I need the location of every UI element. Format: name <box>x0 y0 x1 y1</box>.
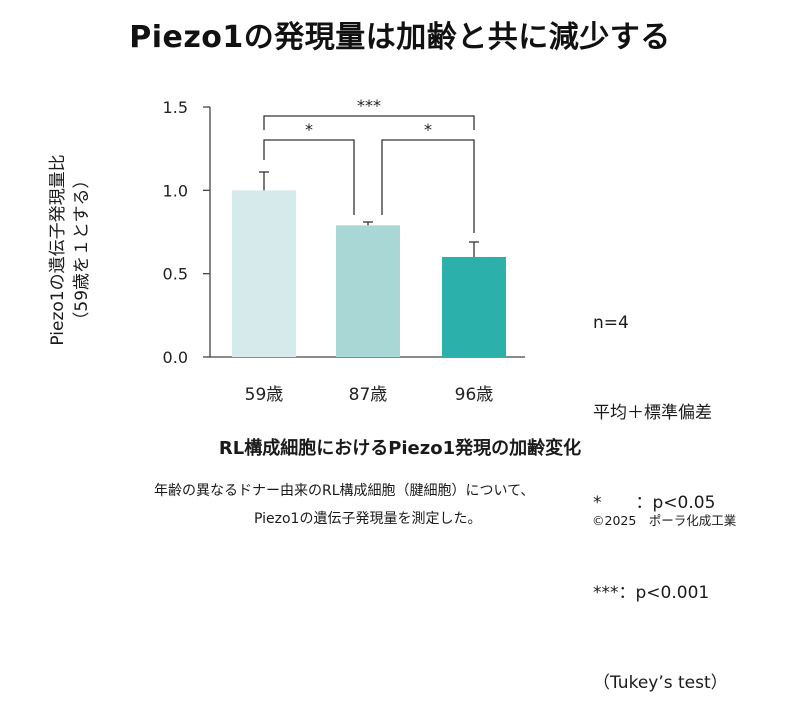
legend-test: （Tukey’s test） <box>593 673 728 693</box>
significance-label: *** <box>357 96 381 115</box>
significance-bracket <box>381 139 475 233</box>
x-category-label: 87歳 <box>349 385 388 405</box>
significance-bracket <box>263 115 475 130</box>
description-line1: 年齢の異なるドナー由来のRL構成細胞（腱細胞）について、 <box>154 483 535 499</box>
y-tick-label: 0.0 <box>163 348 188 367</box>
legend-p1: * ：p<0.05 <box>593 493 716 513</box>
legend-stat: 平均＋標準偏差 <box>593 403 712 423</box>
x-category-label: 96歳 <box>455 385 494 405</box>
y-tick-label: 1.0 <box>163 181 188 200</box>
bar <box>442 257 506 357</box>
description-line2: Piezo1の遺伝子発現量を測定した。 <box>254 511 482 527</box>
y-tick-label: 1.5 <box>163 98 188 117</box>
copyright-credit: ©2025 ポーラ化成工業 <box>592 513 737 528</box>
bar <box>232 190 296 357</box>
significance-label: * <box>424 120 432 139</box>
chart-title: Piezo1の発現量は加齢と共に減少する <box>129 20 671 55</box>
significance-bracket <box>263 139 355 215</box>
legend-notes: n=4 平均＋標準偏差 * ：p<0.05 ***：p<0.001 （Tukey… <box>593 248 728 728</box>
y-tick-label: 0.5 <box>163 265 188 284</box>
legend-n: n=4 <box>593 313 629 333</box>
figure-caption: RL構成細胞におけるPiezo1発現の加齢変化 <box>218 438 582 459</box>
significance-label: * <box>305 120 313 139</box>
x-category-label: 59歳 <box>245 385 284 405</box>
legend-p2: ***：p<0.001 <box>593 583 710 603</box>
bar <box>336 225 400 357</box>
